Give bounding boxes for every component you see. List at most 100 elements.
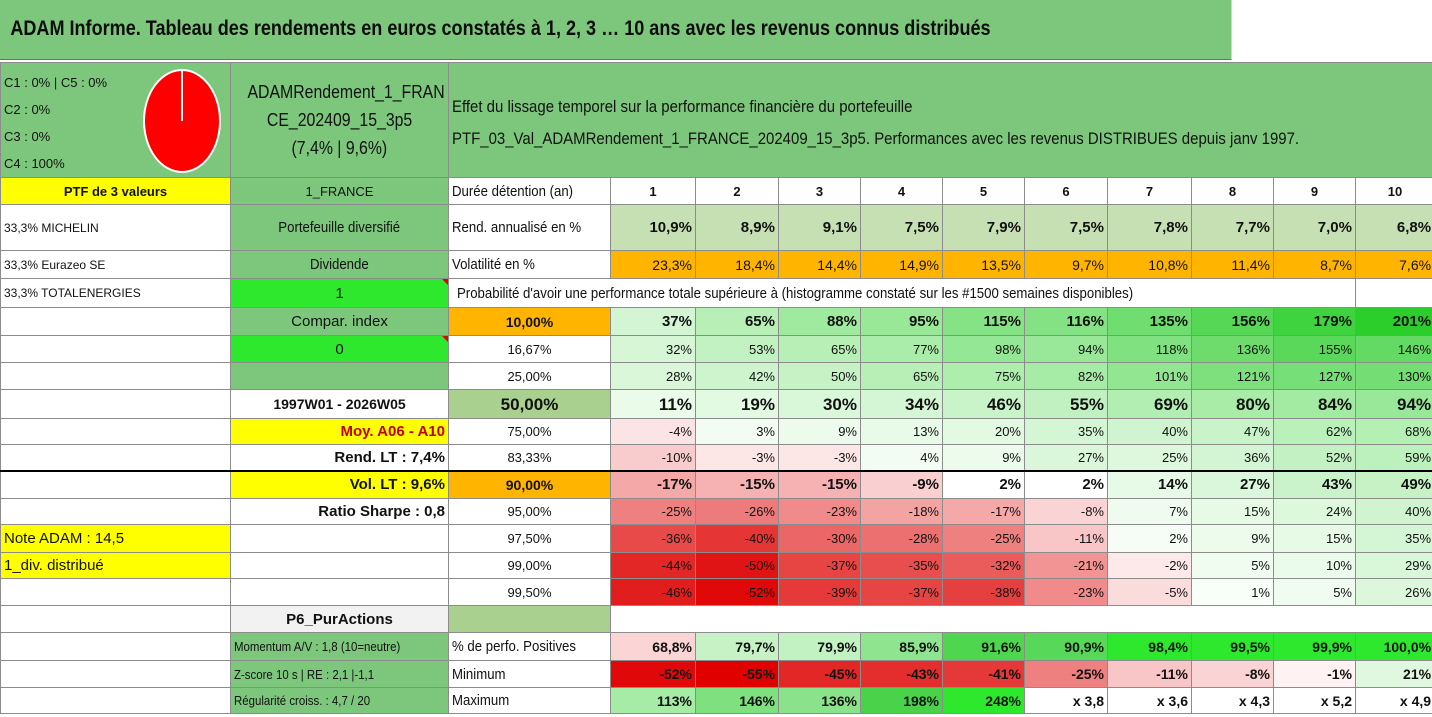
empty-cell	[230, 578, 449, 606]
portfolio-type: Portefeuille diversifié	[230, 204, 449, 251]
probability-value: 115%	[942, 307, 1025, 336]
probability-value: 5%	[1191, 552, 1274, 579]
probability-value: 2%	[942, 469, 1025, 499]
probability-value: 49%	[1354, 469, 1432, 499]
probability-value: 40%	[1354, 498, 1432, 525]
probability-value: 35%	[1024, 418, 1108, 445]
probability-value: -8%	[1024, 498, 1108, 525]
probability-value: 101%	[1107, 362, 1192, 390]
max-value: 136%	[778, 687, 861, 714]
portfolio-name-line-1: ADAMRendement_1_FRAN	[247, 82, 445, 102]
rend-value: 7,5%	[860, 204, 943, 251]
probability-value: -50%	[695, 552, 779, 579]
period-label: 1997W01 - 2026W05	[230, 389, 449, 419]
probability-value: 15%	[1191, 498, 1274, 525]
probability-value: 2%	[1107, 524, 1192, 553]
allocation-line-1: C1 : 0% | C5 : 0%	[4, 75, 108, 90]
ptf-label: PTF de 3 valeurs	[0, 177, 231, 205]
portfolio-header-line-1: Effet du lissage temporel sur la perform…	[452, 97, 913, 116]
probability-value: -52%	[695, 578, 779, 606]
probability-value: -18%	[860, 498, 943, 525]
report-title: ADAM Informe. Tableau des rendements en …	[0, 0, 1232, 60]
probability-value: 155%	[1273, 335, 1356, 363]
probability-value: -40%	[695, 524, 779, 553]
pos-value: 68,8%	[610, 632, 696, 661]
probability-value: 9%	[778, 418, 861, 445]
probability-value: -37%	[778, 552, 861, 579]
portfolio-name-line-3: (7,4% | 9,6%)	[291, 138, 388, 158]
rend-value: 10,9%	[610, 204, 696, 251]
min-value: -43%	[860, 660, 943, 688]
empty-cell	[0, 307, 231, 336]
rend-value: 7,0%	[1273, 204, 1356, 251]
probability-value: 135%	[1107, 307, 1192, 336]
probability-level: 97,50%	[448, 524, 611, 553]
empty-cell	[0, 444, 231, 471]
note-adam: Note ADAM : 14,5	[0, 524, 231, 553]
portfolio-name-line-2: CE_202409_15_3p5	[266, 110, 413, 130]
probability-value: -2%	[1107, 552, 1192, 579]
empty-cell	[0, 498, 231, 525]
compar-value: 0	[230, 335, 449, 363]
probability-value: 118%	[1107, 335, 1192, 363]
probability-value: 3%	[695, 418, 779, 445]
probability-value: -32%	[942, 552, 1025, 579]
vol-value: 11,4%	[1191, 250, 1274, 279]
rend-lt-label: Rend. LT : 7,4%	[230, 444, 449, 471]
max-value: x 5,2	[1273, 687, 1356, 714]
max-value: x 3,8	[1024, 687, 1108, 714]
probability-value: -15%	[695, 469, 779, 499]
probability-value: -5%	[1107, 578, 1192, 606]
blank-green-cell	[230, 362, 449, 390]
probability-level: 75,00%	[448, 418, 611, 445]
vol-value: 14,4%	[778, 250, 861, 279]
probability-value: 34%	[860, 389, 943, 419]
probability-value: 136%	[1191, 335, 1274, 363]
probability-value: 10%	[1273, 552, 1356, 579]
probability-value: -11%	[1024, 524, 1108, 553]
pos-value: 79,9%	[778, 632, 861, 661]
probability-value: 65%	[860, 362, 943, 390]
div-distrib: 1_div. distribué	[0, 552, 231, 579]
rend-value: 7,8%	[1107, 204, 1192, 251]
probability-value: -26%	[695, 498, 779, 525]
probability-value: 53%	[695, 335, 779, 363]
year-5: 5	[942, 177, 1025, 205]
max-label: Maximum	[448, 687, 611, 714]
pos-value: 90,9%	[1024, 632, 1108, 661]
vol-value: 23,3%	[610, 250, 696, 279]
probability-value: -30%	[778, 524, 861, 553]
empty-cell	[0, 660, 231, 688]
empty-cell	[230, 524, 449, 553]
probability-level: 10,00%	[448, 307, 611, 336]
probability-level: 90,00%	[448, 469, 611, 499]
probability-value: -36%	[610, 524, 696, 553]
pos-value: 85,9%	[860, 632, 943, 661]
probability-value: 5%	[1273, 578, 1356, 606]
probability-value: 46%	[942, 389, 1025, 419]
allocation-line-4: C4 : 100%	[4, 156, 65, 171]
pos-value: 99,9%	[1273, 632, 1356, 661]
max-value: 146%	[695, 687, 779, 714]
dividend-label: Dividende	[230, 250, 449, 279]
probability-value: -35%	[860, 552, 943, 579]
probability-value: -39%	[778, 578, 861, 606]
empty-cell	[230, 552, 449, 579]
probability-value: 9%	[1191, 524, 1274, 553]
year-2: 2	[695, 177, 779, 205]
max-value: x 3,6	[1107, 687, 1192, 714]
rend-value: 7,9%	[942, 204, 1025, 251]
min-value: -1%	[1273, 660, 1356, 688]
min-value: -25%	[1024, 660, 1108, 688]
probability-value: -23%	[1024, 578, 1108, 606]
pos-value: 100,0%	[1354, 632, 1432, 661]
probability-value: 75%	[942, 362, 1025, 390]
probability-value: -3%	[778, 444, 861, 471]
rend-value: 7,7%	[1191, 204, 1274, 251]
probability-value: 43%	[1273, 469, 1356, 499]
probability-value: -15%	[778, 469, 861, 499]
probability-level: 95,00%	[448, 498, 611, 525]
probability-value: -25%	[610, 498, 696, 525]
probability-value: 27%	[1024, 444, 1108, 471]
rend-value: 6,8%	[1354, 204, 1432, 251]
